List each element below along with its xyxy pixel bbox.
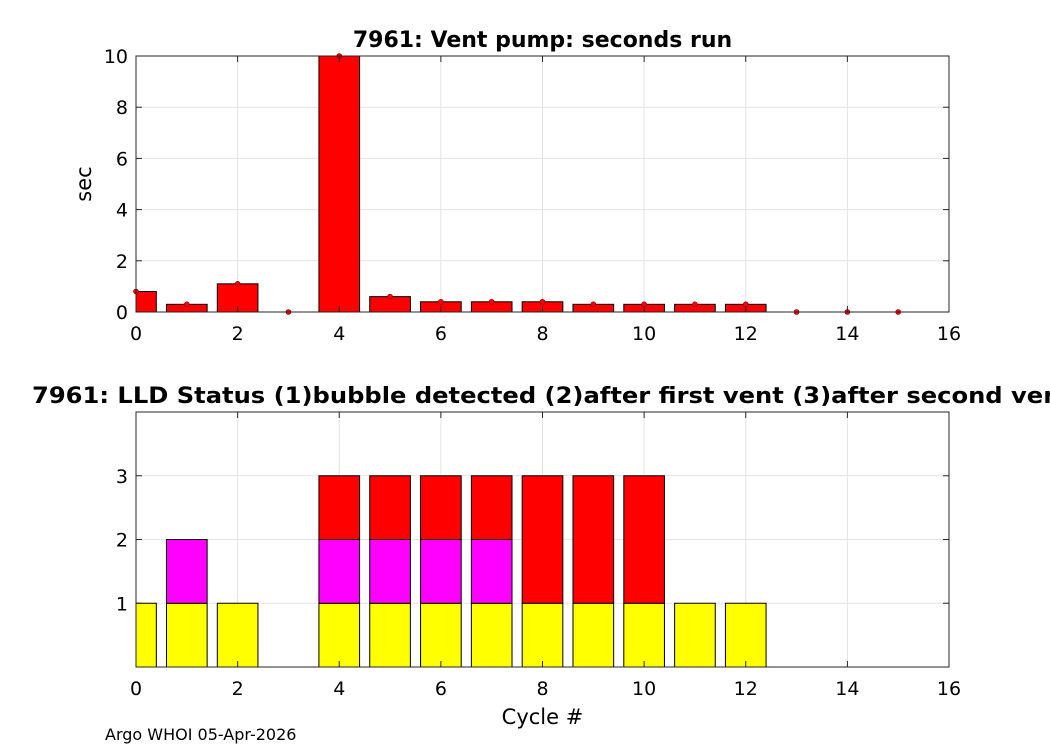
x-tick-label: 16: [937, 678, 961, 700]
stacked-bar-segment: [674, 602, 716, 668]
stacked-bar-segment: [318, 475, 361, 540]
bar-marker: [692, 301, 698, 308]
chart-title: 7961: Vent pump: seconds run: [353, 28, 732, 53]
stacked-bar-segment: [724, 602, 767, 668]
bar-marker: [184, 301, 190, 308]
x-tick-label: 2: [232, 678, 244, 700]
y-tick-label: 8: [116, 97, 128, 119]
x-tick-label: 14: [835, 678, 859, 700]
x-tick-label: 14: [835, 323, 859, 345]
bar-marker: [234, 281, 241, 287]
vent-pump-chart: 0 2 4 6 8 10 12 14 16 0 2 4 6 8 10 7961: Vent pump: sec…: [72, 28, 961, 345]
stacked-bar-segment: [369, 475, 411, 540]
y-tick-label: 1: [116, 593, 128, 615]
x-tick-label: 8: [536, 678, 548, 700]
stacked-bar-segment: [369, 602, 411, 668]
stacked-bar-segment: [420, 602, 462, 668]
stacked-bar-segment: [470, 539, 513, 604]
x-tick-label: 8: [536, 323, 548, 345]
bar: [135, 291, 157, 313]
x-tick-label: 10: [632, 678, 656, 700]
x-tick-label: 6: [435, 678, 447, 700]
stacked-bar-segment: [135, 602, 157, 668]
x-tick-label: 4: [333, 678, 345, 700]
footer-credit: Argo WHOI 05-Apr-2026: [105, 725, 297, 744]
stacked-bar-segment: [216, 602, 259, 668]
x-tick-label: 0: [130, 678, 142, 700]
y-tick-label: 6: [116, 148, 128, 170]
x-tick-label: 0: [130, 323, 142, 345]
x-tick-label: 12: [734, 678, 758, 700]
x-tick-label: 6: [435, 323, 447, 345]
bar-marker: [438, 298, 444, 305]
chart-title: 7961: LLD Status (1)bubble detected (2)a…: [32, 384, 1050, 409]
bar-marker: [539, 298, 546, 305]
stacked-bar-segment: [369, 539, 411, 604]
stacked-bar-segment: [318, 602, 361, 668]
y-tick-label: 4: [116, 200, 128, 222]
x-tick-label: 16: [937, 323, 961, 345]
stacked-bar-segment: [470, 475, 513, 540]
stacked-bar-segment: [165, 602, 208, 668]
bar-marker: [590, 301, 597, 308]
x-tick-label: 12: [734, 323, 758, 345]
stacked-bar-segment: [521, 475, 564, 604]
bar: [318, 55, 361, 313]
stacked-bar-segment: [572, 475, 615, 604]
x-tick-label: 10: [632, 323, 656, 345]
stacked-bar-segment: [318, 539, 361, 604]
stacked-bar-segment: [572, 602, 615, 668]
stacked-bar-segment: [420, 539, 462, 604]
y-axis-label: sec: [72, 166, 96, 201]
y-tick-label: 10: [104, 46, 128, 68]
bar-marker: [488, 298, 495, 305]
stacked-bar-segment: [623, 602, 665, 668]
stacked-bar-segment: [521, 602, 564, 668]
y-tick-label: 3: [116, 466, 128, 488]
stacked-bar-segment: [165, 539, 208, 604]
x-tick-label: 2: [232, 323, 244, 345]
y-tick-label: 2: [116, 251, 128, 273]
bar-marker: [387, 293, 393, 300]
x-tick-label: 4: [333, 323, 345, 345]
y-tick-label: 2: [116, 530, 128, 552]
stacked-bar-segment: [470, 602, 513, 668]
x-axis-label: Cycle #: [502, 705, 584, 729]
stacked-bar-segment: [623, 475, 665, 604]
stacked-bar-segment: [420, 475, 462, 540]
y-tick-label: 0: [116, 302, 128, 324]
